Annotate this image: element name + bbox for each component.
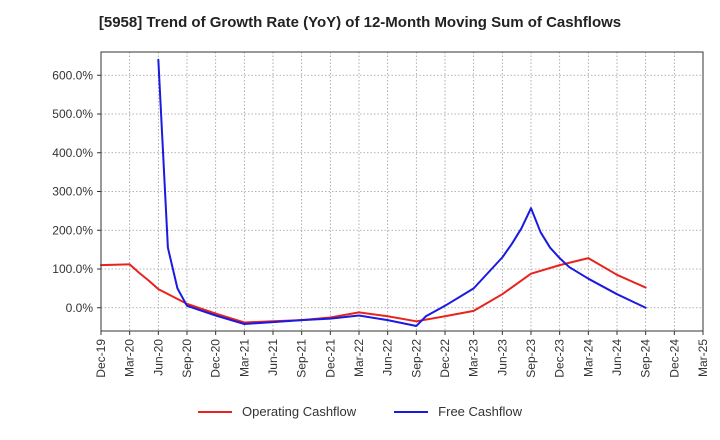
y-tick-label: 600.0%: [52, 68, 93, 82]
axis-layer: Dec-19 Mar-20 Jun-20 Sep-20 Dec-20 Mar-21 Jun-…: [52, 51, 710, 378]
x-tick-label: Sep-20: [180, 339, 194, 378]
plot-frame: [100, 51, 704, 332]
x-tick-label: Mar-20: [123, 339, 137, 377]
y-tick-label: 200.0%: [52, 223, 93, 237]
legend-swatch-operating-cashflow: [198, 410, 232, 413]
x-tick-label: Mar-22: [352, 339, 366, 377]
y-tick-label: 300.0%: [52, 185, 93, 199]
x-tick-label: Dec-24: [667, 339, 681, 378]
x-tick-label: Jun-20: [151, 339, 165, 376]
x-tick-label: Sep-24: [639, 339, 653, 378]
y-tick-label: 100.0%: [52, 262, 93, 276]
x-tick-label: Jun-24: [610, 339, 624, 376]
x-tick-label: Dec-19: [94, 339, 108, 378]
legend-item-free-cashflow: Free Cashflow: [394, 404, 522, 419]
series-line-free-cashflow: [157, 58, 647, 327]
y-tick-label: 0.0%: [66, 301, 94, 315]
x-tick-label: Sep-23: [524, 339, 538, 378]
x-tick-label: Mar-21: [237, 339, 251, 377]
series-layer: [100, 58, 647, 327]
x-tick-label: Dec-21: [323, 339, 337, 378]
x-tick-label: Mar-25: [696, 339, 710, 377]
x-tick-label: Sep-21: [295, 339, 309, 378]
grid-layer: [101, 52, 703, 331]
legend: Operating Cashflow Free Cashflow: [0, 404, 720, 419]
x-tick-label: Dec-22: [438, 339, 452, 378]
x-tick-label: Jun-22: [381, 339, 395, 376]
series-line-operating-cashflow: [100, 257, 647, 324]
legend-label-free-cashflow: Free Cashflow: [438, 404, 522, 419]
x-tick-label: Dec-20: [209, 339, 223, 378]
x-tick-label: Sep-22: [409, 339, 423, 378]
legend-item-operating-cashflow: Operating Cashflow: [198, 404, 356, 419]
legend-label-operating-cashflow: Operating Cashflow: [242, 404, 357, 419]
y-tick-label: 400.0%: [52, 146, 93, 160]
chart-title: [5958] Trend of Growth Rate (YoY) of 12-…: [98, 14, 622, 31]
x-tick-label: Jun-21: [266, 339, 280, 376]
x-tick-label: Dec-23: [553, 339, 567, 378]
x-tick-label: Jun-23: [495, 339, 509, 376]
y-tick-label: 500.0%: [52, 107, 93, 121]
legend-swatch-free-cashflow: [394, 410, 429, 413]
x-tick-label: Mar-24: [581, 339, 595, 377]
x-tick-label: Mar-23: [467, 339, 481, 377]
